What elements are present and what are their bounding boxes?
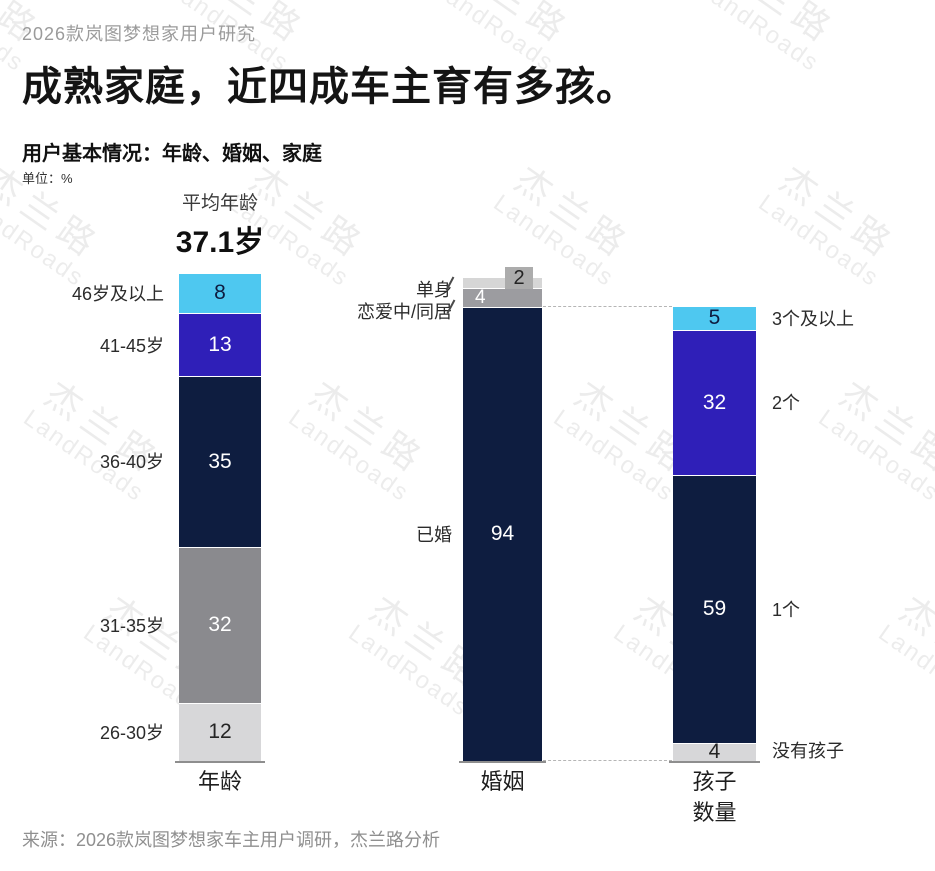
children-segment-2: 59 — [673, 474, 756, 743]
children-segment-label-0: 3个及以上 — [772, 309, 855, 330]
marriage-segment-value-1: 4 — [475, 286, 486, 308]
age-segment-2: 35 — [179, 376, 261, 547]
age-bar: 8 13 35 32 12 — [179, 274, 261, 761]
marriage-segment-value-2: 94 — [490, 522, 515, 546]
age-segment-value-4: 12 — [208, 720, 232, 744]
average-age-label: 平均年龄 — [181, 193, 258, 214]
children-axis-label: 孩子 数量 — [692, 769, 737, 825]
section-subtitle: 用户基本情况：年龄、婚姻、家庭 — [22, 143, 322, 165]
age-segment-label-4: 26-30岁 — [99, 722, 164, 743]
children-segment-1: 32 — [673, 329, 756, 475]
marriage-axis-label: 婚姻 — [480, 769, 525, 794]
page-title: 成熟家庭，近四成车主育有多孩。 — [22, 65, 637, 109]
average-age-annotation: 平均年龄 37.1岁 — [120, 188, 320, 261]
children-segment-value-2: 59 — [702, 597, 727, 621]
children-bar: 5 32 59 4 — [673, 306, 756, 764]
eyebrow-label: 2026款岚图梦想家用户研究 — [22, 24, 257, 44]
average-age-value: 37.1岁 — [175, 226, 265, 259]
connector-dashed-bottom — [543, 760, 672, 761]
age-segment-label-2: 36-40岁 — [99, 452, 164, 473]
source-note: 来源：2026款岚图梦想家车主用户调研，杰兰路分析 — [22, 830, 441, 850]
marriage-segment-label-0: 单身 — [416, 279, 452, 300]
age-segment-label-0: 46岁及以上 — [71, 284, 164, 305]
children-segment-3: 4 — [673, 740, 756, 764]
age-segment-label-3: 31-35岁 — [99, 615, 164, 636]
age-segment-label-1: 41-45岁 — [99, 335, 164, 356]
marriage-value-chip: 2 — [505, 267, 533, 289]
age-segment-4: 12 — [179, 702, 261, 761]
marriage-segment-2: 94 — [463, 306, 542, 761]
age-segment-3: 32 — [179, 546, 261, 703]
children-segment-value-3: 4 — [708, 740, 721, 764]
children-segment-value-1: 32 — [702, 390, 727, 414]
marriage-bar: 4 94 — [463, 278, 542, 761]
age-segment-0: 8 — [179, 274, 261, 313]
marriage-segment-label-1: 恋爱中/同居 — [356, 302, 452, 323]
age-baseline — [175, 761, 265, 763]
age-segment-1: 13 — [179, 312, 261, 377]
children-baseline — [669, 761, 760, 763]
age-segment-value-1: 13 — [208, 333, 232, 357]
marriage-segment-label-2: 已婚 — [416, 524, 452, 545]
unit-label: 单位：% — [22, 171, 73, 186]
age-segment-value-3: 32 — [208, 613, 232, 637]
children-segment-label-2: 1个 — [772, 599, 801, 620]
marriage-segment-0 — [463, 278, 542, 288]
marriage-segment-1: 4 — [463, 286, 542, 308]
children-segment-0: 5 — [673, 306, 756, 330]
age-segment-value-2: 35 — [208, 449, 232, 473]
children-segment-label-3: 没有孩子 — [772, 740, 844, 761]
children-segment-label-1: 2个 — [772, 393, 801, 414]
age-segment-value-0: 8 — [214, 281, 226, 305]
children-segment-value-0: 5 — [708, 306, 721, 330]
age-axis-label: 年龄 — [197, 769, 243, 794]
connector-dashed-top — [543, 306, 672, 307]
marriage-baseline — [459, 761, 546, 763]
